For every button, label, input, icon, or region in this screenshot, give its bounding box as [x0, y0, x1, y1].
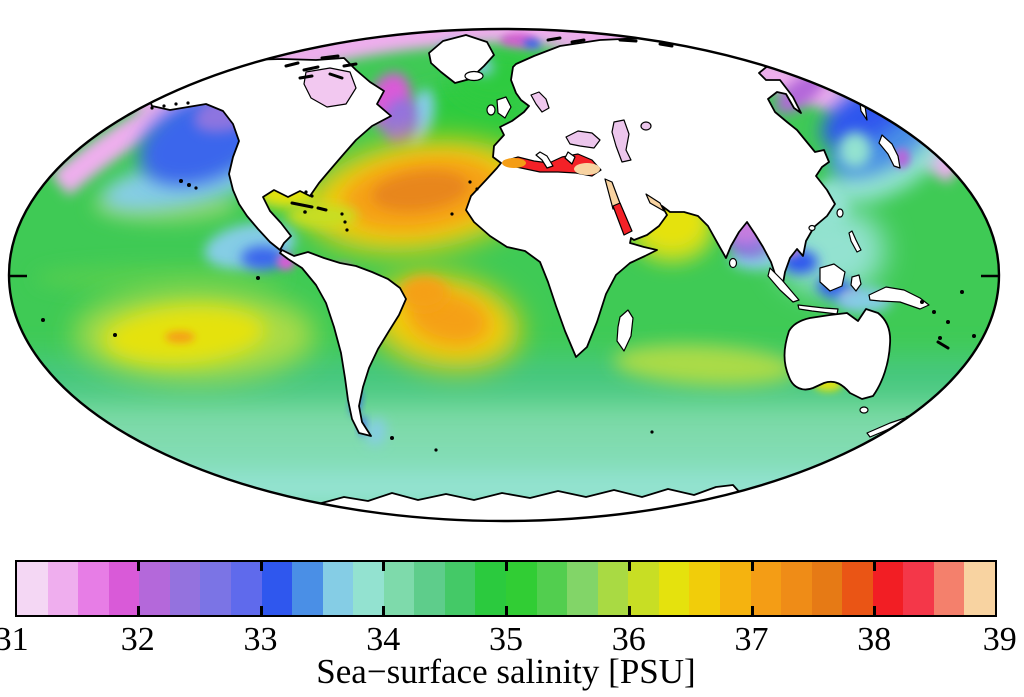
sea-mediterranean-west	[502, 158, 526, 168]
sea-red-sea-south	[612, 202, 633, 236]
colorbar-tick-label: 38	[857, 621, 892, 658]
sea-baltic	[530, 91, 550, 113]
region-arctic-blue-spot	[523, 39, 541, 49]
colorbar-tick-label: 33	[243, 621, 278, 658]
colorbar-segment	[933, 562, 965, 615]
colorbar-segment	[292, 562, 323, 615]
island-dots	[41, 101, 976, 452]
colorbar-segment	[719, 562, 751, 615]
landmass-ireland	[486, 104, 496, 116]
colorbar-segment	[169, 562, 201, 615]
landmass-italy	[535, 151, 554, 169]
colorbar-segment	[750, 562, 782, 615]
region-equatorial-pacific	[35, 264, 285, 292]
landmass-greenland	[428, 34, 495, 84]
colorbar-tick-label: 36	[611, 621, 646, 658]
region-japan-sea-teal	[839, 132, 871, 168]
colorbar-segment	[322, 562, 354, 615]
colorbar-segment	[628, 562, 659, 615]
lake-black-sea	[565, 130, 601, 149]
colorbar-segment	[200, 562, 231, 615]
colorbar-segment	[139, 562, 170, 615]
colorbar-segment	[414, 562, 445, 615]
region-natl-gyre-core	[372, 171, 468, 211]
landmass-borneo	[819, 263, 846, 292]
lake-aral-sea	[640, 121, 652, 131]
salinity-map-svg	[7, 27, 1001, 523]
colorbar-segment	[261, 562, 293, 615]
colorbar-segment	[47, 562, 79, 615]
colorbar-segment	[108, 562, 140, 615]
landmass-taiwan	[836, 208, 844, 218]
colorbar-segment	[842, 562, 873, 615]
landmass-south-america	[279, 249, 407, 437]
colorbar-tick-label: 32	[120, 621, 155, 658]
colorbar-tick-label: 31	[0, 621, 29, 658]
landmass-sri-lanka	[728, 257, 738, 269]
world-map	[7, 27, 1001, 523]
landmass-iceland	[464, 70, 484, 82]
colorbar-tick-labels: 31 32 33 34 35 36 37 38 39	[0, 621, 1017, 659]
colorbar-tick-label: 34	[366, 621, 401, 658]
colorbar-segment	[78, 562, 109, 615]
colorbar-segment	[475, 562, 506, 615]
colorbar-segment	[781, 562, 812, 615]
colorbar-tick-label: 37	[734, 621, 769, 658]
colorbar-segment	[811, 562, 843, 615]
region-satl-tongue	[400, 276, 448, 310]
region-caribbean	[286, 204, 358, 228]
lake-caspian-sea	[611, 119, 632, 163]
colorbar-segment	[689, 562, 720, 615]
colorbar-segment	[597, 562, 629, 615]
colorbar-segment	[230, 562, 262, 615]
colorbar-segment	[536, 562, 568, 615]
colorbar-segment	[964, 562, 995, 615]
region-spac-orange-spot	[165, 331, 195, 343]
colorbar-segment	[872, 562, 904, 615]
sea-mediterranean-east	[574, 163, 600, 175]
colorbar-segment	[506, 562, 537, 615]
region-patagonia-cyan	[365, 418, 387, 446]
landmass-hainan	[808, 224, 816, 232]
colorbar-segment	[444, 562, 476, 615]
colorbar-title: Sea−surface salinity [PSU]	[316, 652, 696, 691]
landmass-japan	[878, 134, 901, 169]
region-labrador-purple	[382, 98, 418, 146]
colorbar-segment	[353, 562, 384, 615]
colorbar	[15, 560, 997, 617]
landmass-tasmania	[859, 406, 869, 414]
colorbar-segment	[383, 562, 415, 615]
landmass-sulawesi	[850, 274, 862, 292]
colorbar-segment	[17, 562, 48, 615]
region-epac-blue	[241, 246, 285, 270]
island-marks	[284, 36, 950, 350]
region-sind-band	[613, 344, 797, 386]
landmass-greece	[564, 151, 576, 165]
landmass-madagascar	[616, 309, 634, 352]
colorbar-segment	[567, 562, 598, 615]
colorbar-tick-label: 35	[489, 621, 523, 658]
landmass-australia	[783, 308, 892, 400]
colorbar-segment	[658, 562, 690, 615]
landmass-sumatra	[767, 267, 800, 303]
landmass-britain	[496, 96, 512, 119]
colorbar-segment	[903, 562, 934, 615]
landmass-philippines	[848, 230, 862, 253]
sea-persian-gulf	[645, 193, 665, 212]
landmass-new-guinea	[868, 286, 930, 310]
colorbar-tick-label: 39	[982, 621, 1017, 658]
